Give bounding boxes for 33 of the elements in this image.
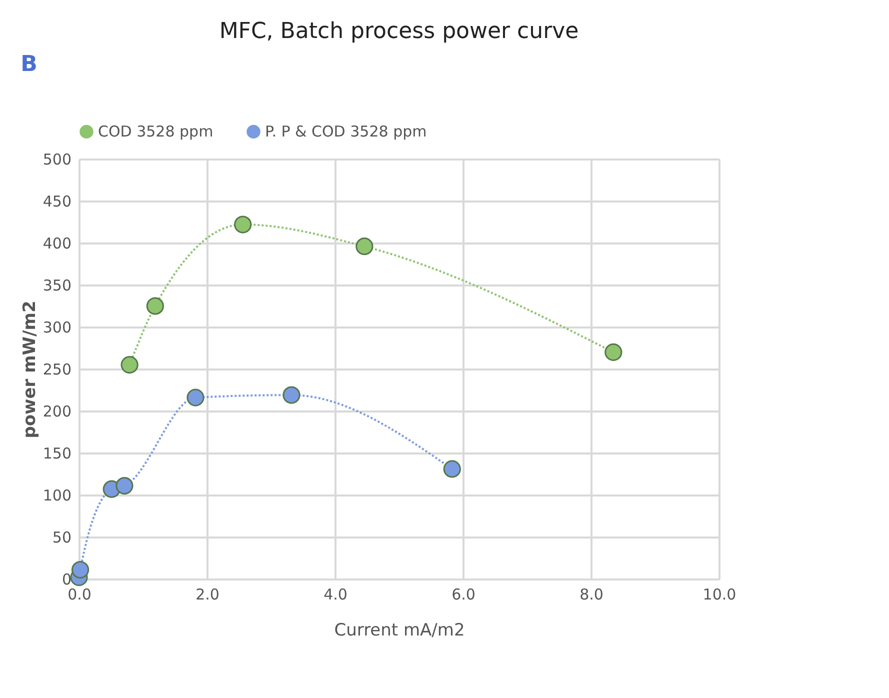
x-tick-label: 10.0	[702, 586, 736, 604]
y-tick-label: 400	[42, 234, 72, 252]
y-tick-label: 250	[42, 360, 72, 378]
y-tick-label: 150	[42, 444, 72, 462]
legend-label: COD 3528 ppm	[98, 122, 214, 141]
point	[604, 343, 622, 361]
point	[120, 356, 138, 374]
legend-label: P. P & COD 3528 ppm	[265, 122, 427, 141]
point	[282, 386, 300, 404]
y-axis-title: power mW/m2	[20, 300, 40, 438]
y-tick-label: 500	[42, 150, 72, 168]
y-tick-label: 300	[42, 318, 72, 336]
y-tick-label: 350	[42, 276, 72, 294]
x-axis-title: Current mA/m2	[334, 620, 465, 640]
x-tick-label: 8.0	[580, 586, 604, 604]
point	[356, 238, 374, 256]
x-tick-label: 0.0	[68, 586, 92, 604]
x-tick-label: 6.0	[452, 586, 476, 604]
x-tick-label: 2.0	[196, 586, 220, 604]
point	[234, 216, 252, 234]
y-tick-label: 200	[42, 402, 72, 420]
point	[116, 476, 134, 495]
y-tick-label: 50	[52, 528, 72, 546]
y-tick-label: 100	[42, 486, 72, 504]
point	[443, 460, 461, 478]
y-tick-label: 0	[62, 570, 72, 588]
point	[146, 297, 164, 315]
point	[71, 560, 90, 579]
point	[186, 388, 204, 406]
chart-title: MFC, Batch process power curve	[219, 19, 579, 44]
text: B	[20, 52, 38, 77]
y-tick-label: 450	[42, 192, 72, 210]
x-tick-label: 4.0	[324, 586, 348, 604]
